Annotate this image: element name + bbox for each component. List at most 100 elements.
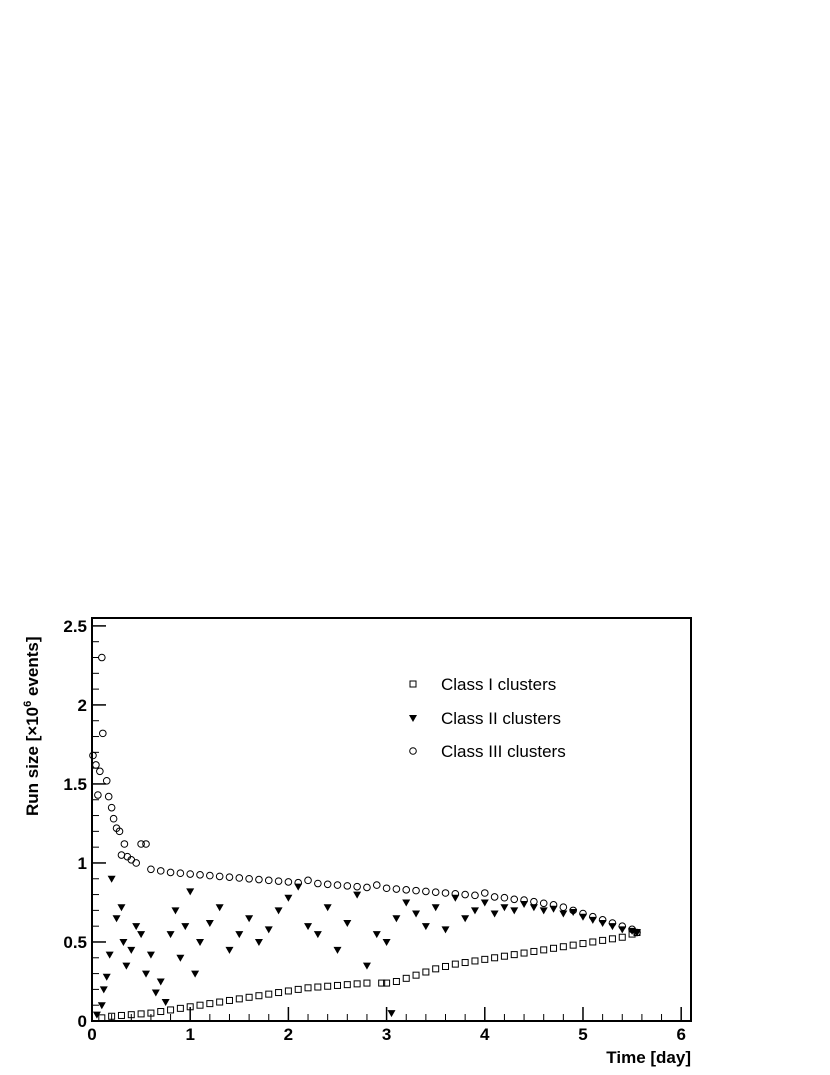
class-i-point bbox=[225, 996, 233, 1004]
class-i-point bbox=[117, 1011, 125, 1019]
class-iii-point bbox=[412, 886, 420, 895]
x-tick-label: 6 bbox=[676, 1025, 685, 1044]
class-ii-point bbox=[117, 904, 126, 912]
class-ii-point bbox=[166, 931, 175, 939]
class-i-point bbox=[608, 935, 616, 943]
y-tick-label: 2.5 bbox=[63, 617, 87, 636]
class-ii-point bbox=[431, 904, 440, 912]
class-iii-point bbox=[115, 827, 124, 836]
class-ii-point bbox=[186, 888, 195, 896]
class-i-point bbox=[432, 965, 440, 973]
class-i-point bbox=[481, 955, 489, 963]
class-iii-point bbox=[569, 906, 577, 915]
class-iii-point bbox=[539, 899, 548, 908]
legend-marker bbox=[409, 747, 417, 755]
class-ii-point bbox=[480, 899, 489, 907]
class-ii-point bbox=[191, 970, 200, 978]
class-iii-point bbox=[274, 877, 283, 885]
class-ii-point bbox=[387, 1010, 396, 1018]
class-i-point bbox=[137, 1010, 145, 1018]
y-tick-label: 0.5 bbox=[63, 933, 87, 952]
class-iii-point bbox=[372, 881, 381, 889]
class-ii-point bbox=[569, 908, 578, 916]
class-ii-point bbox=[107, 875, 116, 883]
class-iii-point bbox=[323, 880, 332, 889]
class-i-point bbox=[333, 981, 341, 989]
class-iii-point bbox=[314, 879, 322, 888]
class-iii-point bbox=[510, 895, 519, 904]
class-ii-point bbox=[421, 923, 430, 931]
class-i-point bbox=[451, 960, 459, 968]
class-ii-point bbox=[392, 915, 401, 923]
class-ii-point bbox=[146, 951, 155, 959]
class-iii-point bbox=[215, 872, 224, 881]
class-i-point bbox=[196, 1001, 204, 1009]
class-iii-point bbox=[333, 881, 342, 889]
class-i-point bbox=[108, 1012, 116, 1020]
class-iii-point bbox=[89, 751, 97, 760]
class-iii-point bbox=[96, 767, 104, 776]
class-i-point bbox=[255, 992, 263, 1000]
class-i-point bbox=[235, 995, 243, 1003]
class-ii-point bbox=[225, 946, 234, 954]
class-ii-point bbox=[205, 920, 214, 928]
class-iii-point bbox=[471, 891, 479, 900]
class-iii-point bbox=[500, 893, 509, 902]
class-ii-point bbox=[470, 907, 479, 915]
class-ii-point bbox=[264, 926, 273, 934]
class-ii-point bbox=[323, 904, 332, 912]
class-iii-point bbox=[520, 896, 528, 904]
legend-marker bbox=[409, 715, 417, 722]
class-ii-point bbox=[382, 938, 391, 946]
class-ii-point bbox=[539, 907, 548, 915]
y-axis-ticks: 0 0.5 1 1.5 2 2.5 bbox=[63, 617, 106, 1031]
class-i-point bbox=[471, 957, 479, 965]
class-iii-point bbox=[382, 884, 391, 893]
class-iii-point bbox=[94, 791, 102, 799]
x-tick-label: 5 bbox=[578, 1025, 587, 1044]
class-iii-point bbox=[549, 901, 558, 909]
class-ii-point bbox=[156, 978, 165, 986]
class-i-point bbox=[176, 1004, 184, 1012]
class-i-point bbox=[245, 993, 253, 1001]
y-axis-title-unit: events] bbox=[23, 637, 42, 701]
class-i-point bbox=[392, 977, 400, 985]
class-i-point bbox=[343, 981, 351, 989]
class-ii-point bbox=[161, 999, 170, 1007]
class-iii-point bbox=[102, 776, 111, 785]
x-tick-label: 4 bbox=[480, 1025, 490, 1044]
class-ii-point bbox=[274, 907, 283, 915]
class-ii-point bbox=[304, 923, 313, 931]
class-ii-point bbox=[142, 970, 151, 978]
legend-marker bbox=[409, 680, 417, 688]
x-tick-label: 3 bbox=[382, 1025, 391, 1044]
class-i-point bbox=[618, 933, 626, 941]
class-iii-point bbox=[441, 889, 450, 897]
class-iii-point bbox=[304, 876, 312, 885]
class-ii-point bbox=[92, 1011, 101, 1019]
class-i-point bbox=[569, 941, 577, 949]
class-iii-point bbox=[147, 865, 155, 874]
x-tick-label: 2 bbox=[284, 1025, 293, 1044]
class-ii-point bbox=[151, 989, 160, 997]
class-ii-point bbox=[362, 962, 371, 970]
class-iii-point bbox=[235, 874, 244, 882]
class-ii-point bbox=[254, 938, 263, 946]
x-axis-ticks: 0 1 2 3 4 5 6 bbox=[87, 1007, 686, 1044]
class-ii-point bbox=[196, 938, 205, 946]
class-ii-point bbox=[176, 954, 185, 962]
class-iii-point bbox=[480, 889, 489, 897]
class-i-point bbox=[599, 936, 607, 944]
x-tick-label: 0 bbox=[87, 1025, 96, 1044]
class-iii-point bbox=[633, 928, 641, 937]
class-ii-point bbox=[412, 910, 421, 918]
class-iii-point bbox=[431, 888, 440, 896]
class-ii-point bbox=[529, 904, 538, 912]
class-ii-point bbox=[333, 946, 342, 954]
class-iii-point bbox=[343, 882, 352, 890]
class-ii-point bbox=[510, 907, 519, 915]
class-i-point bbox=[491, 954, 499, 962]
class-i-point bbox=[550, 944, 558, 952]
class-iii-point bbox=[186, 870, 194, 878]
class-ii-point bbox=[559, 910, 568, 918]
